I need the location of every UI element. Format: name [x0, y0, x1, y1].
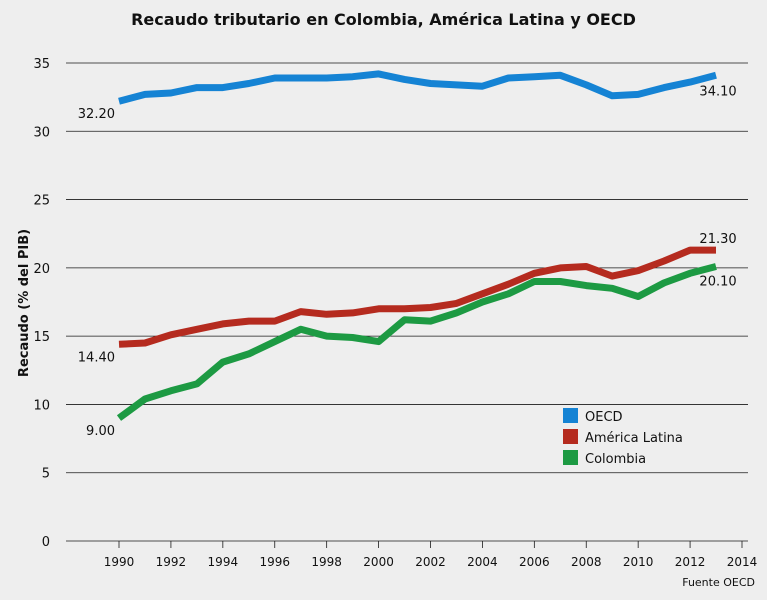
y-tick-label: 25 — [33, 194, 50, 209]
legend-swatch — [563, 450, 578, 465]
chart-title: Recaudo tributario en Colombia, América … — [131, 10, 636, 29]
y-tick-label: 10 — [33, 398, 50, 413]
start-value-label: 14.40 — [78, 350, 115, 365]
series-lines — [116, 70, 717, 421]
x-tick-label: 2006 — [519, 555, 550, 569]
x-tick-label: 1992 — [156, 555, 187, 569]
x-tick-label: 1990 — [104, 555, 135, 569]
start-value-label: 32.20 — [78, 107, 115, 122]
x-tick-label: 1998 — [311, 555, 342, 569]
x-tick-label: 2010 — [623, 555, 654, 569]
x-tick-label: 2004 — [467, 555, 498, 569]
series-line-colombia — [116, 263, 717, 421]
start-value-label: 9.00 — [86, 424, 115, 439]
y-tick-label: 35 — [33, 57, 50, 72]
end-value-label: 21.30 — [699, 232, 736, 247]
y-tick-label: 5 — [42, 467, 50, 482]
x-tick-label: 2002 — [415, 555, 446, 569]
end-value-label: 34.10 — [699, 84, 736, 99]
legend-label: OECD — [585, 410, 623, 425]
legend-label: Colombia — [585, 452, 646, 467]
y-tick-label: 0 — [42, 535, 50, 550]
x-tick-label: 2008 — [571, 555, 602, 569]
source-note: Fuente OECD — [682, 576, 755, 589]
axes: 0 5 10 15 20 25 30 35 1990 1992 1994 1996 1998 2000 20… — [33, 57, 757, 569]
series-line-oecd — [118, 70, 717, 105]
legend-swatch — [563, 408, 578, 423]
y-tick-label: 20 — [33, 262, 50, 277]
x-tick-label: 2014 — [727, 555, 758, 569]
y-tick-label: 15 — [33, 330, 50, 345]
series-line-américa-latina — [118, 246, 716, 348]
x-tick-label: 2000 — [363, 555, 394, 569]
x-tick-label: 1996 — [259, 555, 290, 569]
legend: OECD América Latina Colombia — [563, 408, 683, 467]
gridlines — [66, 62, 748, 542]
legend-swatch — [563, 429, 578, 444]
end-value-label: 20.10 — [699, 274, 736, 289]
x-tick-label: 1994 — [208, 555, 239, 569]
x-tick-label: 2012 — [675, 555, 706, 569]
y-tick-label: 30 — [33, 125, 50, 140]
y-axis-title: Recaudo (% del PIB) — [17, 229, 32, 377]
data-labels: 32.20 34.10 14.40 21.30 9.00 20.10 — [78, 84, 737, 439]
legend-label: América Latina — [585, 431, 683, 446]
